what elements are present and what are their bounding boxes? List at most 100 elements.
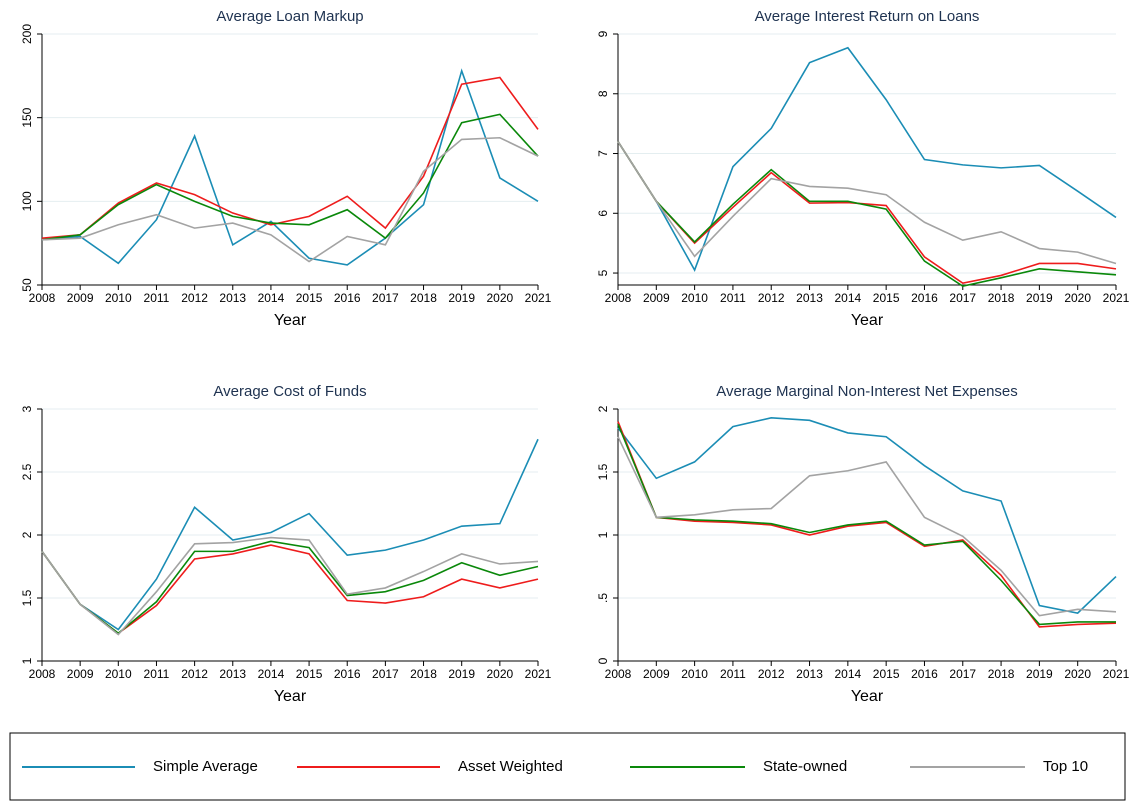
y-tick-label: 7 (596, 150, 610, 157)
x-tick-label: 2008 (605, 667, 632, 681)
x-tick-label: 2021 (525, 291, 552, 305)
y-tick-label: 100 (20, 191, 34, 211)
x-tick-label: 2014 (258, 667, 285, 681)
x-tick-label: 2014 (834, 291, 861, 305)
series-line (41, 76, 539, 239)
y-tick-label: 3 (20, 405, 34, 412)
x-tick-label: 2012 (181, 667, 208, 681)
x-tick-label: 2019 (448, 667, 475, 681)
x-tick-label: 2014 (834, 667, 861, 681)
series-line (617, 436, 1117, 617)
x-tick-label: 2013 (796, 667, 823, 681)
x-tick-label: 2020 (486, 291, 513, 305)
y-tick-label: 1.5 (596, 463, 610, 480)
x-tick-label: 2010 (105, 667, 132, 681)
y-tick-label: 2 (596, 405, 610, 412)
x-tick-label: 2020 (1064, 291, 1091, 305)
x-tick-label: 2016 (334, 667, 361, 681)
x-tick-label: 2012 (181, 291, 208, 305)
y-tick-label: 6 (596, 210, 610, 217)
x-tick-label: 2020 (486, 667, 513, 681)
x-tick-label: 2019 (1026, 667, 1053, 681)
series-line (617, 141, 1117, 265)
chart-title: Average Interest Return on Loans (755, 8, 980, 25)
chart-title: Average Marginal Non-Interest Net Expens… (716, 383, 1018, 400)
series-line (617, 141, 1117, 288)
x-tick-label: 2011 (720, 667, 746, 681)
x-tick-label: 2017 (372, 667, 399, 681)
x-tick-label: 2019 (448, 291, 475, 305)
chart-title: Average Cost of Funds (213, 383, 366, 400)
legend-label: Simple Average (153, 758, 258, 775)
x-tick-label: 2011 (144, 291, 170, 305)
x-tick-label: 2021 (525, 667, 552, 681)
x-tick-label: 2019 (1026, 291, 1053, 305)
x-tick-label: 2015 (873, 291, 900, 305)
y-tick-label: 9 (596, 30, 610, 37)
series-line (617, 421, 1117, 628)
x-tick-label: 2008 (29, 667, 56, 681)
x-tick-label: 2016 (911, 291, 938, 305)
series-line (41, 136, 539, 263)
x-tick-label: 2018 (410, 667, 437, 681)
y-tick-label: 2.5 (20, 463, 34, 480)
y-tick-label: 0 (596, 657, 610, 664)
x-tick-label: 2009 (67, 667, 94, 681)
x-tick-label: 2017 (949, 667, 976, 681)
x-tick-label: 2018 (988, 667, 1015, 681)
series-line (617, 141, 1117, 285)
x-tick-label: 2011 (720, 291, 746, 305)
y-tick-label: 1.5 (20, 589, 34, 606)
x-tick-label: 2008 (29, 291, 56, 305)
x-tick-label: 2012 (758, 291, 785, 305)
x-axis-label: Year (851, 312, 884, 329)
x-tick-label: 2018 (410, 291, 437, 305)
x-tick-label: 2015 (296, 291, 323, 305)
x-tick-label: 2013 (219, 291, 246, 305)
y-tick-label: 200 (20, 24, 34, 44)
y-tick-label: 8 (596, 90, 610, 97)
x-tick-label: 2016 (911, 667, 938, 681)
x-axis-label: Year (851, 688, 884, 705)
x-tick-label: 2009 (643, 291, 670, 305)
y-tick-label: 5 (596, 269, 610, 276)
x-tick-label: 2008 (605, 291, 632, 305)
x-tick-label: 2009 (643, 667, 670, 681)
x-tick-label: 2016 (334, 291, 361, 305)
series-line (617, 417, 1117, 614)
x-tick-label: 2017 (949, 291, 976, 305)
x-tick-label: 2013 (796, 291, 823, 305)
x-tick-label: 2015 (296, 667, 323, 681)
series-line (41, 438, 539, 631)
x-tick-label: 2010 (681, 291, 708, 305)
y-tick-label: 150 (20, 107, 34, 127)
series-line (41, 536, 539, 636)
y-tick-label: .5 (596, 593, 610, 603)
x-axis-label: Year (274, 312, 307, 329)
x-tick-label: 2017 (372, 291, 399, 305)
y-tick-label: 50 (20, 278, 34, 292)
series-line (617, 46, 1117, 272)
x-tick-label: 2011 (144, 667, 170, 681)
x-tick-label: 2012 (758, 667, 785, 681)
chart-title: Average Loan Markup (216, 8, 363, 25)
y-tick-label: 1 (20, 657, 34, 664)
x-tick-label: 2013 (219, 667, 246, 681)
x-tick-label: 2021 (1103, 291, 1130, 305)
x-axis-label: Year (274, 688, 307, 705)
x-tick-label: 2009 (67, 291, 94, 305)
series-line (41, 68, 539, 266)
x-tick-label: 2010 (105, 291, 132, 305)
x-tick-label: 2015 (873, 667, 900, 681)
series-line (41, 544, 539, 635)
legend-label: State-owned (763, 758, 847, 775)
y-tick-label: 2 (20, 531, 34, 538)
x-tick-label: 2010 (681, 667, 708, 681)
y-tick-label: 1 (596, 531, 610, 538)
x-tick-label: 2020 (1064, 667, 1091, 681)
series-line (41, 113, 539, 241)
legend-label: Top 10 (1043, 758, 1088, 775)
x-tick-label: 2018 (988, 291, 1015, 305)
